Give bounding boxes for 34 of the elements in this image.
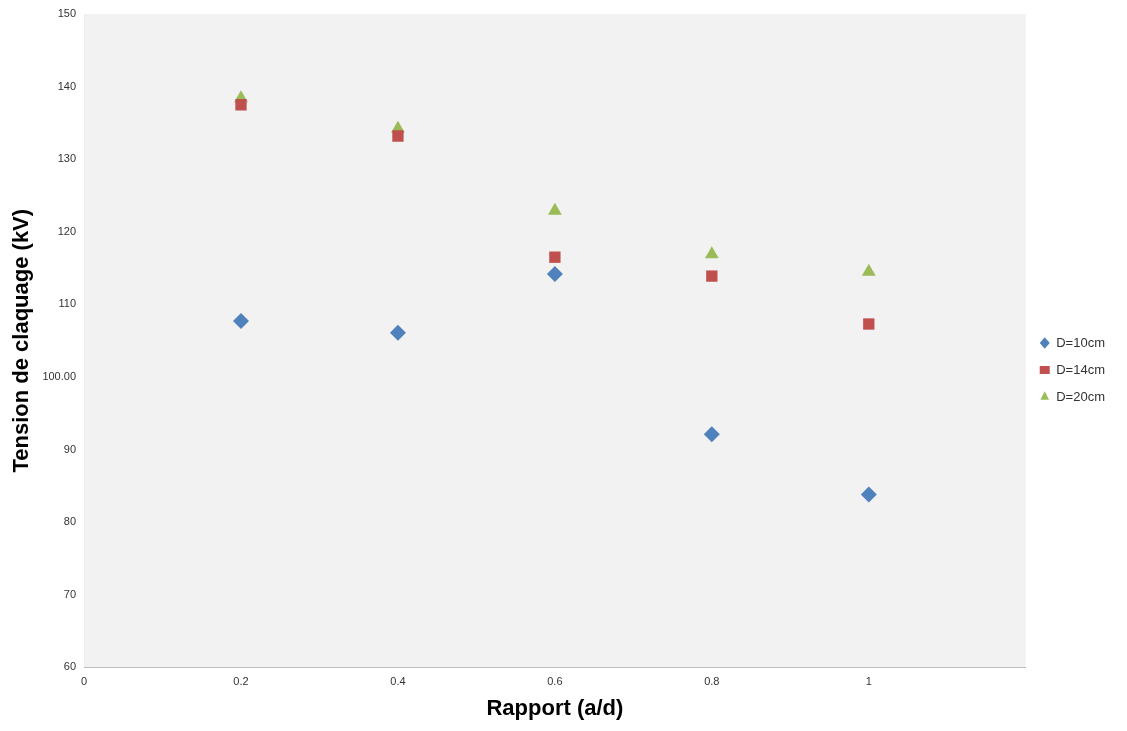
x-tick-label: 0.8 <box>704 675 720 688</box>
x-tick-label: 0.6 <box>547 675 563 688</box>
point <box>703 426 720 443</box>
y-tick-label: 130 <box>57 152 77 165</box>
y-tick-label: 140 <box>57 79 77 92</box>
y-tick-label: 60 <box>63 660 77 673</box>
point <box>549 251 561 263</box>
point <box>863 318 875 330</box>
y-tick-label: 80 <box>63 515 77 528</box>
x-tick-label: 1 <box>865 675 872 688</box>
y-axis-title: Tension de claquage (kV) <box>8 208 34 473</box>
legend-label: D=10cm <box>1056 334 1106 350</box>
point <box>860 486 877 503</box>
point <box>232 313 249 330</box>
point <box>861 263 876 276</box>
point <box>235 99 247 111</box>
legend-label: D=14cm <box>1056 361 1106 377</box>
y-tick-label: 150 <box>57 7 77 20</box>
x-tick-label: 0 <box>80 675 88 688</box>
point <box>547 202 562 215</box>
point <box>392 130 404 142</box>
point <box>704 246 719 259</box>
y-tick-label: 90 <box>63 442 77 455</box>
x-axis-title: Rapport (a/d) <box>486 694 624 720</box>
y-tick-label: 100.00 <box>42 370 77 383</box>
legend-label: D=20cm <box>1056 388 1106 404</box>
y-tick-label: 70 <box>63 587 77 600</box>
point <box>546 265 563 282</box>
point <box>389 324 406 341</box>
y-tick-label: 110 <box>58 297 77 310</box>
point <box>706 270 718 282</box>
x-tick-label: 0.2 <box>233 675 249 688</box>
y-tick-label: 120 <box>57 224 77 237</box>
x-tick-label: 0.4 <box>390 675 406 688</box>
